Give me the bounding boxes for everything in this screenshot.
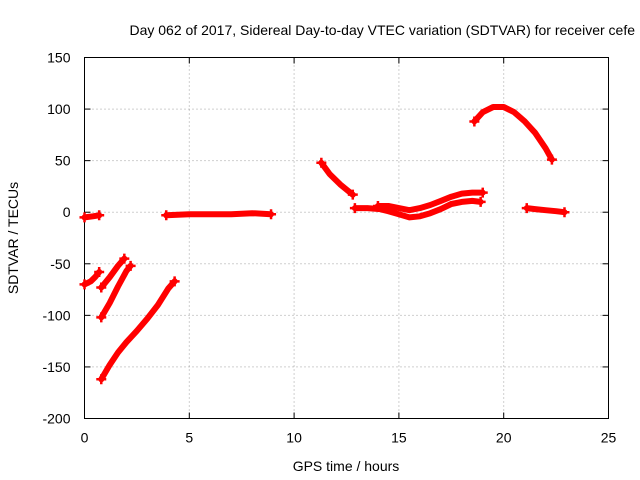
series-2-point [94,267,105,278]
series-4-line [98,262,134,321]
x-tick-label: 15 [391,430,407,446]
y-tick-label: 150 [47,50,71,66]
series-10-line [471,104,555,163]
series-3-point [119,253,130,264]
series-7-line [318,159,356,198]
series-1-point [94,210,105,221]
series-2-line [81,269,103,288]
series-11-line [523,205,568,216]
series-7-point [347,189,358,200]
y-axis-label: SDTVAR / TECUs [5,182,21,294]
series-11-point [559,207,570,218]
y-tick-label: 100 [47,101,71,117]
x-tick-label: 0 [81,430,89,446]
y-tick-label: -50 [50,256,70,272]
series-10-point [546,154,557,165]
series-11-point [521,203,532,214]
series-3-point [96,282,107,293]
series-6-point [161,210,172,221]
series-3-line [98,255,128,291]
x-tick-label: 10 [286,430,302,446]
series-2-point [79,279,90,290]
series-5-line [98,278,178,383]
x-tick-label: 5 [185,430,193,446]
axis-ticks: 0 5 10 15 20 25 -200 -150 -100 -50 0 50 100 150 [42,50,616,446]
plot-frame [84,57,609,419]
y-tick-label: 50 [55,153,71,169]
series-10-point [469,116,480,127]
series-7-point [316,157,327,168]
series-8-point [349,203,360,214]
series-9-point [477,187,488,198]
x-axis-label: GPS time / hours [293,458,400,474]
series-5-point [96,374,107,385]
y-tick-label: -200 [42,411,70,427]
series-5-point [169,276,180,287]
chart-title: Day 062 of 2017, Sidereal Day-to-day VTE… [129,22,635,38]
y-tick-label: -100 [42,307,70,323]
series-1-point [79,212,90,223]
grid [84,57,609,419]
series-4-point [125,260,136,271]
y-tick-label: -150 [42,359,70,375]
series-6-point [266,209,277,220]
series-9-point [372,201,383,212]
data-series [79,104,570,385]
x-tick-label: 25 [601,430,617,446]
x-tick-label: 20 [496,430,512,446]
y-tick-label: 0 [63,204,71,220]
series-4-point [96,312,107,323]
series-8-line [351,197,484,221]
series-8-point [475,196,486,207]
series-9-line [374,189,486,214]
series-6-line [163,210,274,219]
